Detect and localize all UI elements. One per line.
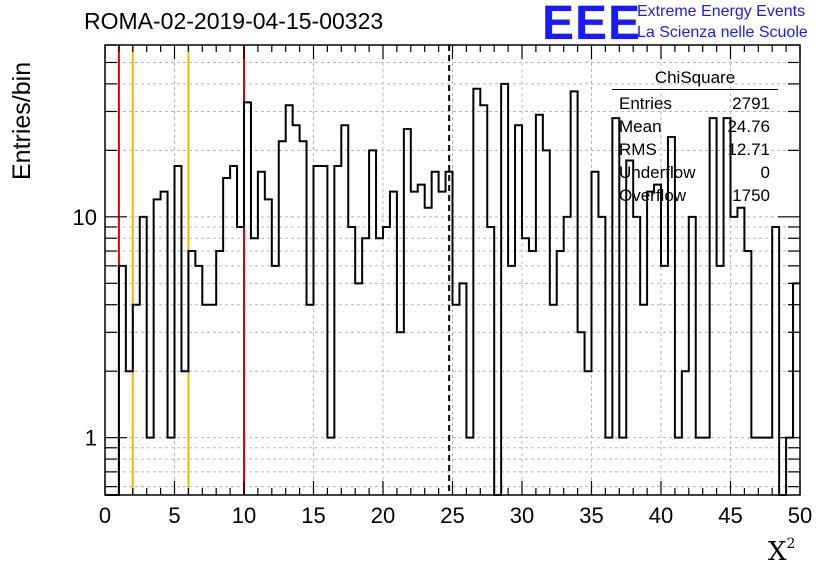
y-tick-label: 1 xyxy=(85,426,97,451)
stats-value: 2791 xyxy=(732,94,770,113)
x-tick-label: 15 xyxy=(301,503,325,528)
chart-title: ROMA-02-2019-04-15-00323 xyxy=(84,8,384,34)
x-axis-label-base: X xyxy=(768,537,787,567)
stats-title: ChiSquare xyxy=(612,68,778,90)
stats-value: 12.71 xyxy=(727,140,770,159)
x-axis-label-superscript: 2 xyxy=(786,536,796,552)
x-axis-label: X2 xyxy=(768,536,795,567)
stats-box: ChiSquare Entries 2791 Mean 24.76 RMS 12.71… xyxy=(612,68,778,207)
eee-logo: EEE xyxy=(542,0,642,50)
stats-value: 24.76 xyxy=(727,117,770,136)
tick-labels: 0 5 10 15 20 25 30 35 40 45 50 1 10 xyxy=(73,205,813,528)
axis-ticks xyxy=(104,44,801,495)
logo-text-line1: Extreme Energy Events xyxy=(637,3,806,20)
stats-row-overflow: Overflow 1750 xyxy=(612,184,778,207)
stats-label: Entries xyxy=(619,94,672,113)
x-tick-label: 45 xyxy=(718,503,742,528)
y-axis-label: Entries/bin xyxy=(8,61,36,180)
histogram-series xyxy=(105,82,800,496)
stats-row-entries: Entries 2791 xyxy=(612,92,778,115)
stats-value: 1750 xyxy=(732,186,770,205)
stats-label: RMS xyxy=(619,140,657,159)
x-tick-label: 50 xyxy=(788,503,812,528)
y-tick-label: 10 xyxy=(73,205,97,230)
stats-label: Overflow xyxy=(619,186,687,205)
x-tick-label: 10 xyxy=(232,503,256,528)
logo-text-line2: La Scienza nelle Scuole xyxy=(637,24,808,41)
x-tick-label: 40 xyxy=(649,503,673,528)
x-tick-label: 5 xyxy=(168,503,180,528)
x-tick-label: 25 xyxy=(440,503,464,528)
x-tick-label: 0 xyxy=(99,503,111,528)
stats-row-mean: Mean 24.76 xyxy=(612,115,778,138)
stats-label: Mean xyxy=(619,117,662,136)
x-tick-label: 20 xyxy=(371,503,395,528)
stats-row-rms: RMS 12.71 xyxy=(612,138,778,161)
stats-row-underflow: Underflow 0 xyxy=(612,161,778,184)
stats-value: 0 xyxy=(760,163,770,182)
x-tick-label: 35 xyxy=(579,503,603,528)
x-tick-label: 30 xyxy=(510,503,534,528)
stats-label: Underflow xyxy=(619,163,696,182)
